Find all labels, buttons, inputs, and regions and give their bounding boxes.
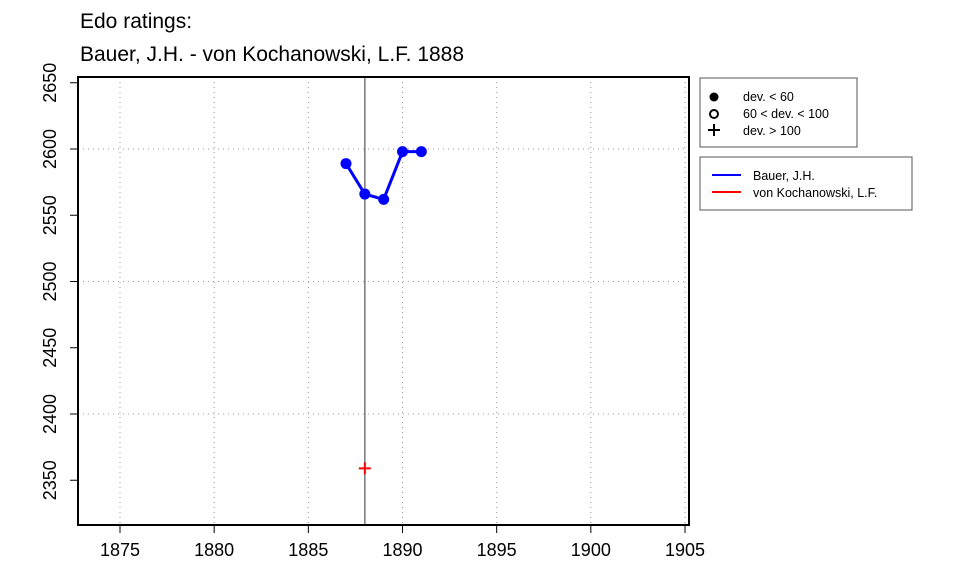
x-tick-label: 1900 [571, 540, 611, 560]
legend-circle-icon [709, 109, 719, 119]
legend-label: 60 < dev. < 100 [743, 107, 829, 121]
y-tick-label: 2550 [40, 195, 60, 235]
x-tick-label: 1905 [665, 540, 705, 560]
data-point [340, 158, 352, 170]
y-tick-label: 2350 [40, 460, 60, 500]
marker-legend: dev. < 60 60 < dev. < 100 dev. > 100 [699, 77, 858, 148]
data-point [358, 462, 371, 475]
y-tick-label: 2500 [40, 261, 60, 301]
legend-label: dev. > 100 [743, 124, 801, 138]
x-tick-label: 1875 [100, 540, 140, 560]
x-tick-label: 1880 [194, 540, 234, 560]
x-tick-label: 1895 [477, 540, 517, 560]
y-tick-label: 2450 [40, 328, 60, 368]
plot-frame [77, 76, 690, 526]
y-tick-label: 2650 [40, 63, 60, 103]
x-tick-label: 1885 [288, 540, 328, 560]
chart-subtitle: Bauer, J.H. - von Kochanowski, L.F. 1888 [80, 43, 464, 66]
x-tick-label: 1890 [382, 540, 422, 560]
legend-plus-icon [708, 124, 720, 136]
data-point [378, 193, 390, 205]
legend-label: von Kochanowski, L.F. [753, 186, 877, 200]
data-point [397, 146, 408, 158]
y-tick-label: 2600 [40, 129, 60, 169]
chart-title: Edo ratings: [80, 10, 192, 33]
legend-label: Bauer, J.H. [753, 169, 815, 183]
data-point [359, 188, 371, 200]
legend-label: dev. < 60 [743, 90, 794, 104]
series-line-0 [344, 150, 422, 202]
series-legend: Bauer, J.H. von Kochanowski, L.F. [699, 156, 913, 211]
data-point [415, 146, 427, 158]
legend-dot-icon [709, 92, 719, 102]
y-tick-label: 2400 [40, 394, 60, 434]
